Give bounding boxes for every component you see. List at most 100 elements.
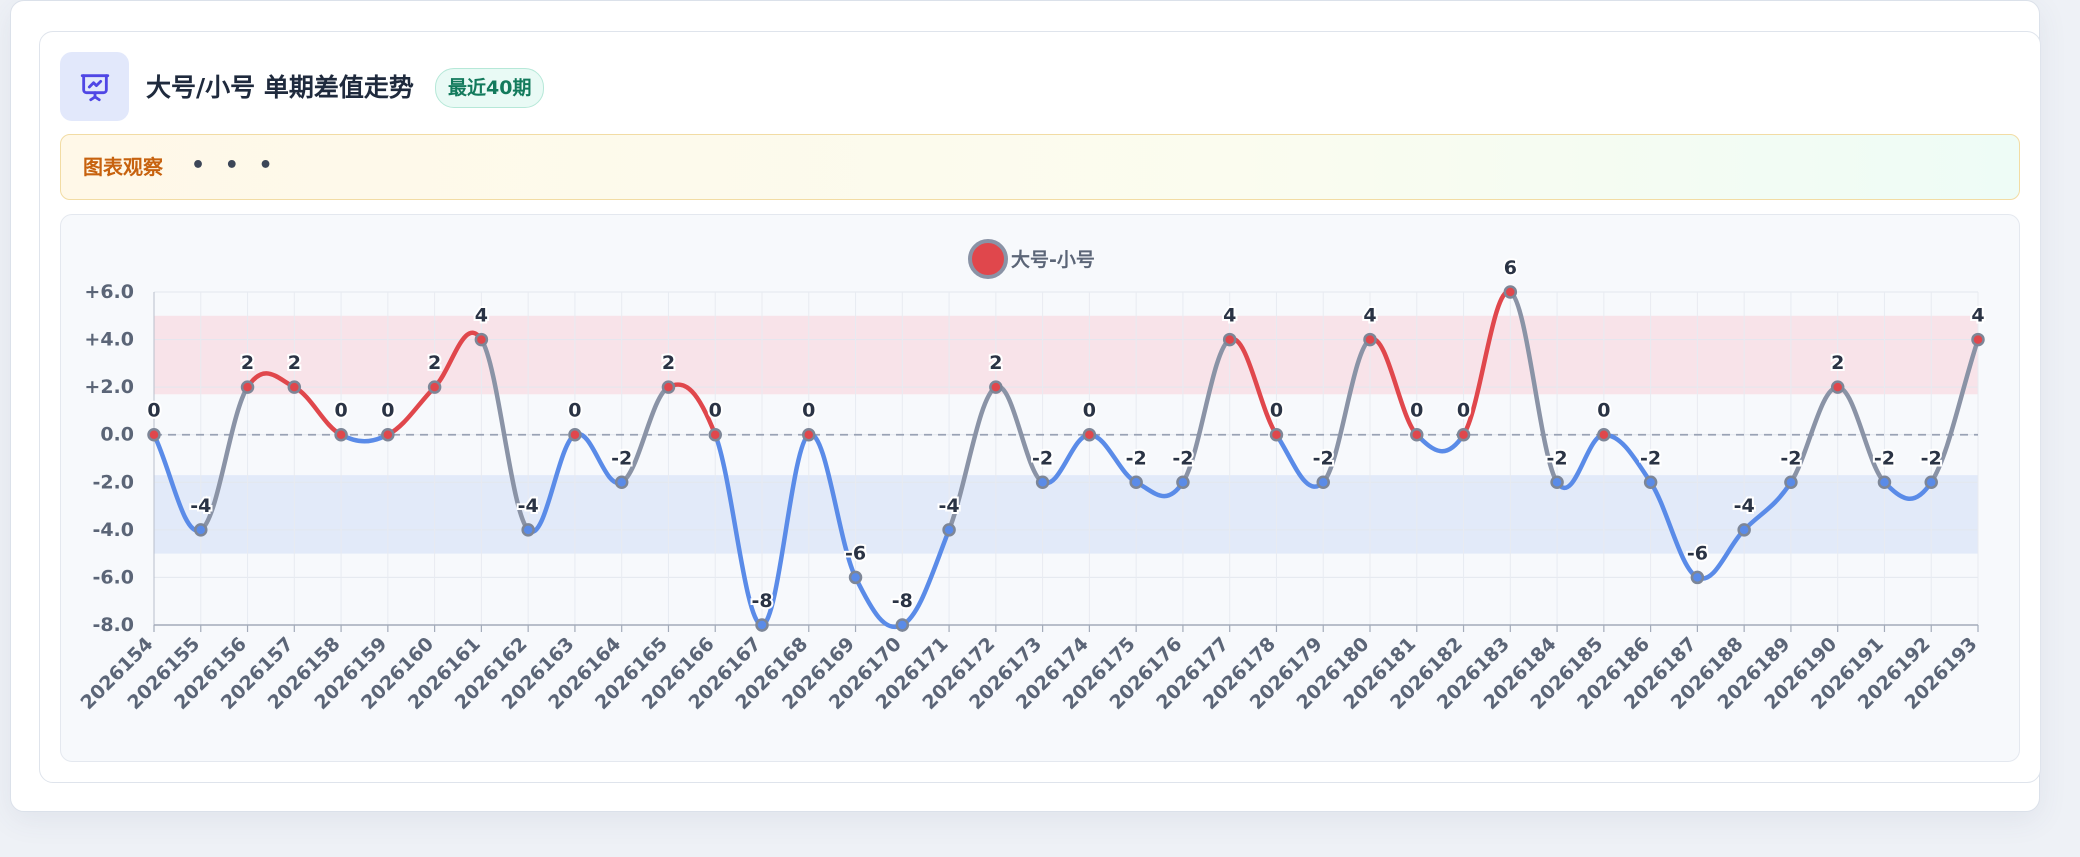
data-label: -8 xyxy=(751,590,772,612)
data-label: -6 xyxy=(1687,542,1708,564)
series-segment xyxy=(1180,337,1232,485)
data-point xyxy=(708,427,722,442)
data-label: 0 xyxy=(1457,400,1470,422)
data-label: 0 xyxy=(709,400,722,422)
data-label: 2 xyxy=(288,352,301,374)
data-point xyxy=(1269,427,1284,442)
y-tick-label: -2.0 xyxy=(92,471,134,493)
data-point xyxy=(1643,475,1658,490)
data-point xyxy=(942,523,956,537)
chart-title: 大号/小号 单期差值走势 xyxy=(146,73,414,102)
data-label: 0 xyxy=(381,400,394,422)
data-point xyxy=(521,523,535,537)
data-point xyxy=(568,427,582,442)
series-segment xyxy=(1648,480,1700,580)
data-label: 2 xyxy=(662,352,675,374)
data-point xyxy=(989,380,1003,394)
data-point xyxy=(848,570,863,585)
data-point xyxy=(287,380,302,394)
data-point xyxy=(1222,332,1237,347)
data-point xyxy=(1082,427,1097,442)
y-tick-label: +6.0 xyxy=(84,281,134,303)
data-label: -2 xyxy=(1780,447,1801,469)
data-label: 2 xyxy=(989,352,1002,374)
data-point xyxy=(1737,523,1751,537)
data-label: 0 xyxy=(1410,400,1423,422)
data-point xyxy=(1924,475,1938,490)
series-segment xyxy=(338,432,391,444)
y-tick-label: -8.0 xyxy=(92,614,134,636)
data-point xyxy=(1830,380,1845,394)
y-tick-label: +2.0 xyxy=(84,376,134,398)
data-label: 4 xyxy=(1971,305,1984,327)
series-segment xyxy=(946,384,999,533)
data-label: -2 xyxy=(1313,447,1334,469)
data-label: 4 xyxy=(1223,305,1236,327)
data-point xyxy=(1456,427,1471,442)
data-label: -4 xyxy=(190,495,211,517)
chart-icon-box xyxy=(60,52,129,121)
data-point xyxy=(661,380,676,394)
insight-bar[interactable]: 图表观察 • • • xyxy=(60,134,2020,200)
series-segment xyxy=(1320,337,1373,485)
data-label: 0 xyxy=(802,400,815,422)
data-label: -2 xyxy=(1640,447,1661,469)
positive-band xyxy=(154,315,1978,395)
data-point xyxy=(1971,332,1985,347)
y-tick-label: +4.0 xyxy=(84,329,134,351)
data-point xyxy=(1597,427,1611,442)
series-segment xyxy=(198,384,250,533)
data-label: 0 xyxy=(568,400,581,422)
series-segment xyxy=(479,337,531,533)
data-label: -2 xyxy=(1547,447,1568,469)
series-segment xyxy=(1508,289,1560,485)
data-point xyxy=(1503,285,1518,299)
data-point xyxy=(147,427,161,442)
data-point xyxy=(427,380,442,394)
data-label: 0 xyxy=(334,400,347,422)
data-label: 0 xyxy=(1083,400,1096,422)
data-label: -8 xyxy=(892,590,913,612)
data-label: -2 xyxy=(611,447,632,469)
data-point xyxy=(474,332,489,347)
data-label: -4 xyxy=(518,495,539,517)
data-point xyxy=(1176,475,1190,490)
data-label: -2 xyxy=(1126,447,1147,469)
series-segment xyxy=(1414,432,1466,454)
data-label: 4 xyxy=(1363,305,1376,327)
data-label: -2 xyxy=(1032,447,1053,469)
data-label: -4 xyxy=(1734,495,1755,517)
data-point xyxy=(1877,475,1892,490)
series-segment xyxy=(712,432,765,628)
loading-dots: • • • xyxy=(191,153,279,178)
data-point xyxy=(1784,475,1798,490)
series-segment xyxy=(432,330,484,390)
series-segment xyxy=(759,432,812,628)
data-label: 6 xyxy=(1504,257,1517,279)
series-segment xyxy=(619,384,671,485)
data-point xyxy=(614,475,629,490)
data-point xyxy=(1035,475,1050,490)
data-point xyxy=(895,618,910,632)
series-segment xyxy=(1928,337,1981,485)
period-badge[interactable]: 最近40期 xyxy=(435,68,545,108)
data-point xyxy=(1410,427,1424,442)
data-label: 2 xyxy=(428,352,441,374)
data-point xyxy=(240,380,255,394)
data-point xyxy=(1129,475,1143,490)
data-label: -6 xyxy=(845,542,866,564)
data-label: 2 xyxy=(241,352,254,374)
presentation-chart-icon xyxy=(80,73,109,101)
y-tick-label: 0.0 xyxy=(100,424,134,446)
legend-label: 大号-小号 xyxy=(1011,248,1095,271)
data-label: -4 xyxy=(939,495,960,517)
y-tick-label: -4.0 xyxy=(92,519,134,541)
data-label: 2 xyxy=(1831,352,1844,374)
data-label: -2 xyxy=(1921,447,1942,469)
data-point xyxy=(194,523,208,537)
y-tick-label: -6.0 xyxy=(92,566,134,588)
insight-label: 图表观察 xyxy=(83,155,163,179)
data-label: 0 xyxy=(1597,400,1610,422)
data-label: -2 xyxy=(1172,447,1193,469)
